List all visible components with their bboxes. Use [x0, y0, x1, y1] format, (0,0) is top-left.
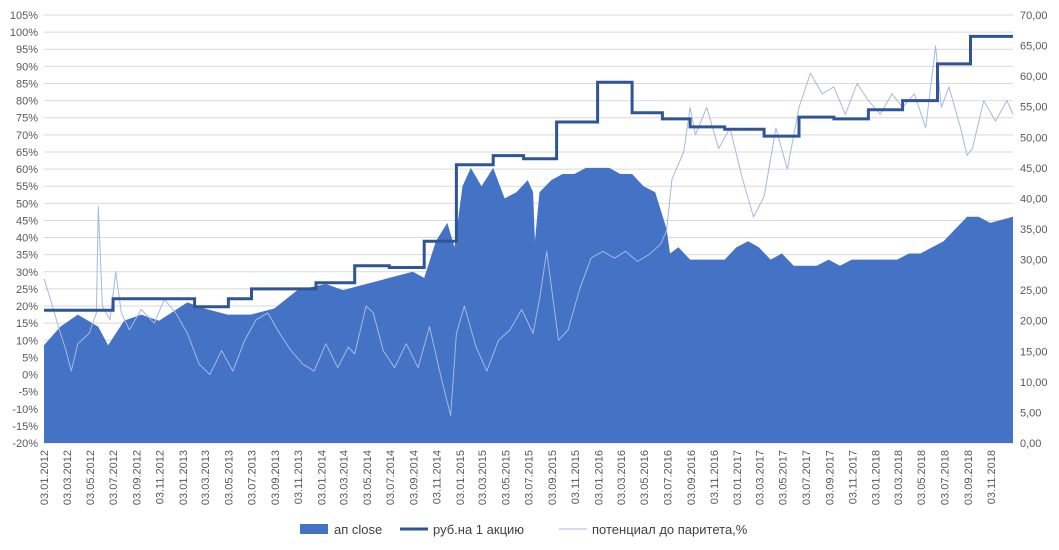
x-tick-label: 03.01.2015 — [455, 450, 467, 505]
left-tick-label: 30% — [16, 267, 38, 279]
series-line-potential — [43, 45, 1014, 417]
left-tick-label: 55% — [16, 181, 38, 193]
right-tick-label: 45,00 — [1020, 163, 1048, 175]
left-tick-label: 25% — [16, 284, 38, 296]
left-tick-label: 65% — [16, 147, 38, 159]
x-tick-label: 03.11.2017 — [848, 450, 860, 504]
x-tick-label: 03.01.2012 — [39, 450, 51, 505]
left-axis: -20% -15% -10% -5% 0% 5% 10% 15% 20% 25% 30% 35% 40%… — [10, 10, 38, 450]
left-tick-label: 95% — [16, 44, 38, 56]
x-tick-label: 03.11.2013 — [293, 450, 305, 504]
left-tick-label: 20% — [16, 301, 38, 313]
right-tick-label: 50,00 — [1020, 132, 1048, 144]
thin-line-layer — [43, 45, 1014, 417]
x-axis: 03.01.2012 03.03.2012 03.05.2012 03.07.2012… — [39, 450, 998, 505]
right-tick-label: 0,00 — [1020, 438, 1041, 450]
legend: ап close руб.на 1 акцию потенциал до пар… — [300, 522, 748, 537]
left-tick-label: -15% — [12, 421, 38, 433]
x-tick-label: 03.09.2012 — [132, 450, 144, 505]
x-tick-label: 03.07.2015 — [524, 450, 536, 505]
x-tick-label: 03.09.2013 — [270, 450, 282, 505]
left-tick-label: -10% — [12, 404, 38, 416]
x-tick-label: 03.05.2016 — [639, 450, 651, 505]
left-tick-label: 35% — [16, 250, 38, 262]
legend-label-step: руб.на 1 акцию — [433, 522, 524, 537]
x-tick-label: 03.03.2013 — [200, 450, 212, 505]
x-tick-label: 03.11.2016 — [709, 450, 721, 504]
right-tick-label: 65,00 — [1020, 41, 1048, 53]
left-tick-label: 0% — [22, 370, 38, 382]
right-tick-label: 70,00 — [1020, 10, 1048, 22]
left-tick-label: 70% — [16, 130, 38, 142]
series-step-rub-per-share — [44, 34, 1013, 312]
x-tick-label: 03.01.2013 — [178, 450, 190, 505]
left-tick-label: 5% — [22, 352, 38, 364]
left-tick-label: 40% — [16, 233, 38, 245]
x-tick-label: 03.07.2013 — [247, 450, 259, 505]
x-tick-label: 03.03.2018 — [893, 450, 905, 505]
left-tick-label: 90% — [16, 61, 38, 73]
x-tick-label: 03.03.2016 — [616, 450, 628, 505]
x-tick-label: 03.01.2014 — [316, 450, 328, 505]
area-layer — [44, 167, 1013, 443]
left-tick-label: -5% — [18, 387, 38, 399]
right-axis: 0,00 5,00 10,00 15,00 20,00 25,00 30,00 35,00 40… — [1020, 10, 1048, 450]
x-tick-label: 03.07.2017 — [801, 450, 813, 505]
right-tick-label: 55,00 — [1020, 102, 1048, 114]
left-tick-label: 105% — [10, 10, 38, 22]
x-tick-label: 03.01.2017 — [732, 450, 744, 505]
x-tick-label: 03.05.2015 — [500, 450, 512, 505]
left-tick-label: 80% — [16, 96, 38, 108]
x-tick-label: 03.07.2018 — [939, 450, 951, 505]
right-tick-label: 60,00 — [1020, 71, 1048, 83]
x-tick-label: 03.07.2016 — [662, 450, 674, 505]
x-tick-label: 03.05.2013 — [223, 450, 235, 505]
left-tick-label: -20% — [12, 438, 38, 450]
x-tick-label: 03.03.2017 — [755, 450, 767, 505]
right-tick-label: 5,00 — [1020, 407, 1041, 419]
x-tick-label: 03.07.2014 — [385, 450, 397, 505]
x-tick-label: 03.11.2012 — [155, 450, 167, 504]
x-tick-label: 03.05.2014 — [362, 450, 374, 505]
legend-label-area: ап close — [334, 522, 382, 537]
x-tick-label: 03.09.2016 — [686, 450, 698, 505]
series-area-ap-close — [44, 167, 1013, 443]
legend-swatch-area — [300, 524, 328, 534]
left-tick-label: 85% — [16, 78, 38, 90]
x-tick-label: 03.07.2012 — [108, 450, 120, 505]
x-tick-label: 03.03.2015 — [477, 450, 489, 505]
x-tick-label: 03.05.2012 — [85, 450, 97, 505]
left-tick-label: 10% — [16, 335, 38, 347]
x-tick-label: 03.09.2014 — [409, 450, 421, 505]
x-tick-label: 03.01.2018 — [871, 450, 883, 505]
right-tick-label: 10,00 — [1020, 377, 1048, 389]
left-tick-label: 100% — [10, 27, 38, 39]
x-tick-label: 03.09.2018 — [963, 450, 975, 505]
x-tick-label: 03.03.2014 — [339, 450, 351, 505]
step-line-layer — [44, 34, 1013, 312]
left-tick-label: 75% — [16, 113, 38, 125]
right-tick-label: 40,00 — [1020, 193, 1048, 205]
x-tick-label: 03.09.2017 — [824, 450, 836, 505]
x-tick-label: 03.01.2016 — [593, 450, 605, 505]
right-tick-label: 20,00 — [1020, 316, 1048, 328]
x-tick-label: 03.03.2012 — [62, 450, 74, 505]
x-tick-label: 03.05.2017 — [778, 450, 790, 505]
right-tick-label: 30,00 — [1020, 255, 1048, 267]
right-tick-label: 25,00 — [1020, 285, 1048, 297]
right-tick-label: 35,00 — [1020, 224, 1048, 236]
left-tick-label: 50% — [16, 198, 38, 210]
x-tick-label: 03.09.2015 — [547, 450, 559, 505]
x-tick-label: 03.11.2018 — [986, 450, 998, 504]
x-tick-label: 03.11.2014 — [432, 450, 444, 504]
x-tick-label: 03.11.2015 — [570, 450, 582, 504]
left-tick-label: 60% — [16, 164, 38, 176]
legend-label-thin: потенциал до паритета,% — [592, 522, 748, 537]
x-tick-label: 03.05.2018 — [916, 450, 928, 505]
left-tick-label: 45% — [16, 215, 38, 227]
left-tick-label: 15% — [16, 318, 38, 330]
right-tick-label: 15,00 — [1020, 346, 1048, 358]
